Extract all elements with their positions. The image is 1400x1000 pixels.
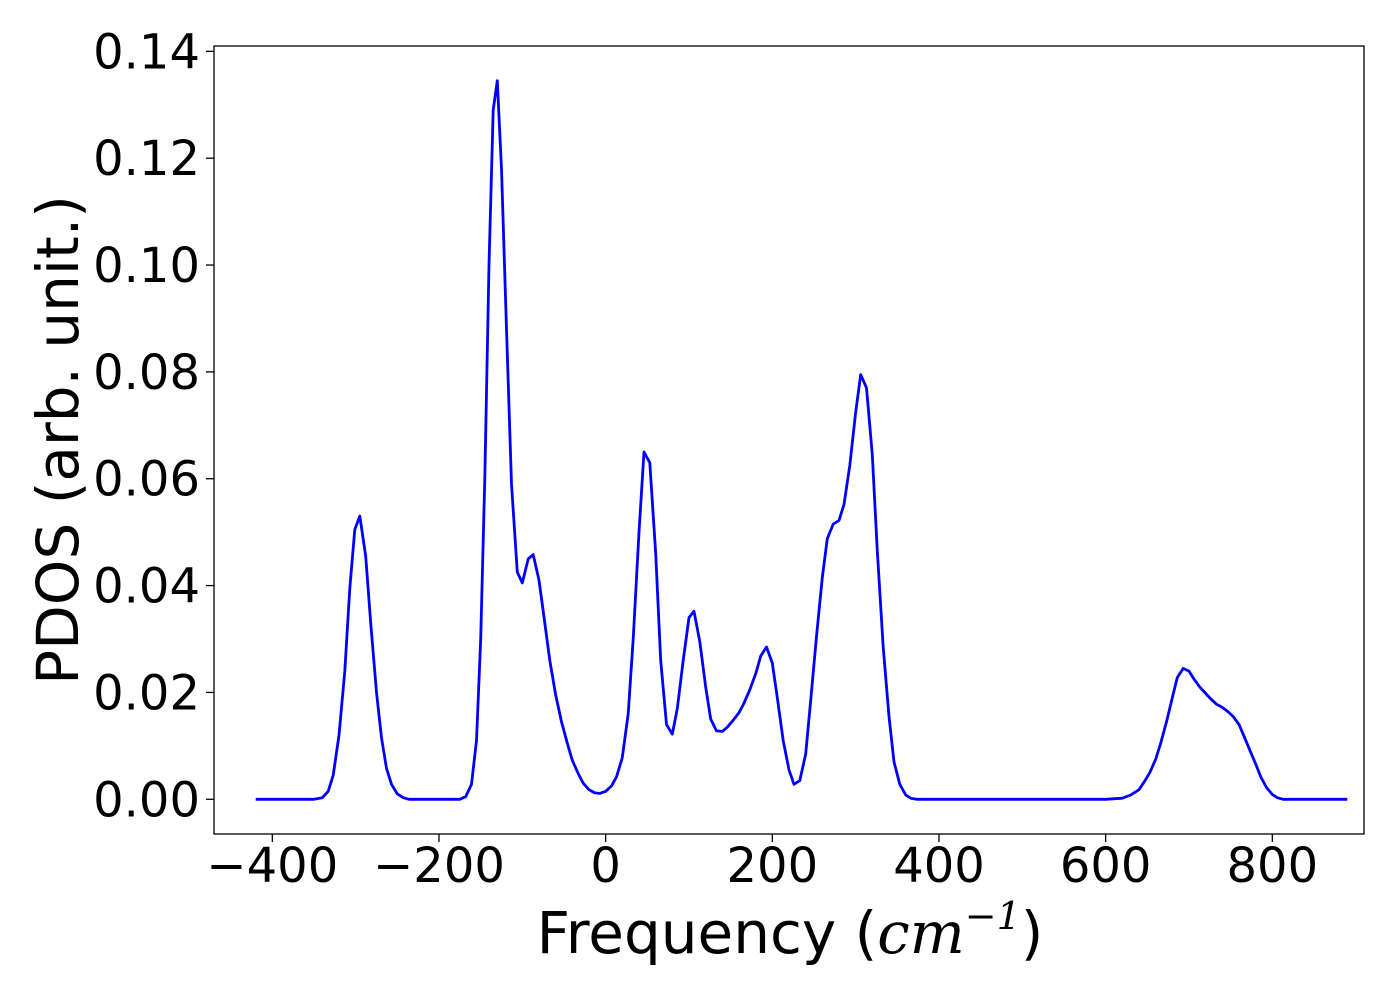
plot-area	[255, 79, 1348, 801]
y-axis: 0.00 0.02 0.04 0.06 0.08 0.10 0.12 0.14	[93, 24, 214, 828]
pdos-series-line	[255, 79, 1348, 801]
x-tick-label: 200	[727, 838, 819, 894]
x-axis-title-close: )	[1021, 899, 1044, 967]
x-axis-unit-base: cm	[877, 899, 964, 967]
x-axis-title: Frequency (cm−1)	[537, 894, 1044, 967]
x-tick-label: 800	[1227, 838, 1319, 894]
y-tick-label: 0.02	[93, 665, 200, 721]
y-tick-label: 0.10	[93, 238, 200, 294]
plot-frame	[213, 45, 1365, 835]
x-tick-label: 400	[893, 838, 985, 894]
x-axis-unit-exponent: −1	[965, 894, 1021, 938]
x-axis-title-text: Frequency (	[537, 899, 878, 967]
y-tick-label: 0.04	[93, 559, 200, 615]
x-tick-label: 600	[1060, 838, 1152, 894]
y-tick-label: 0.00	[93, 772, 200, 828]
y-axis-title: PDOS (arb. unit.)	[24, 195, 92, 685]
y-tick-label: 0.12	[93, 131, 200, 187]
x-tick-label: −400	[206, 838, 338, 894]
y-tick-label: 0.08	[93, 345, 200, 401]
x-tick-label: −200	[373, 838, 505, 894]
x-axis: −400 −200 0 200 400 600 800	[206, 834, 1318, 894]
y-tick-label: 0.06	[93, 452, 200, 508]
y-tick-label: 0.14	[93, 24, 200, 80]
x-tick-label: 0	[590, 838, 621, 894]
